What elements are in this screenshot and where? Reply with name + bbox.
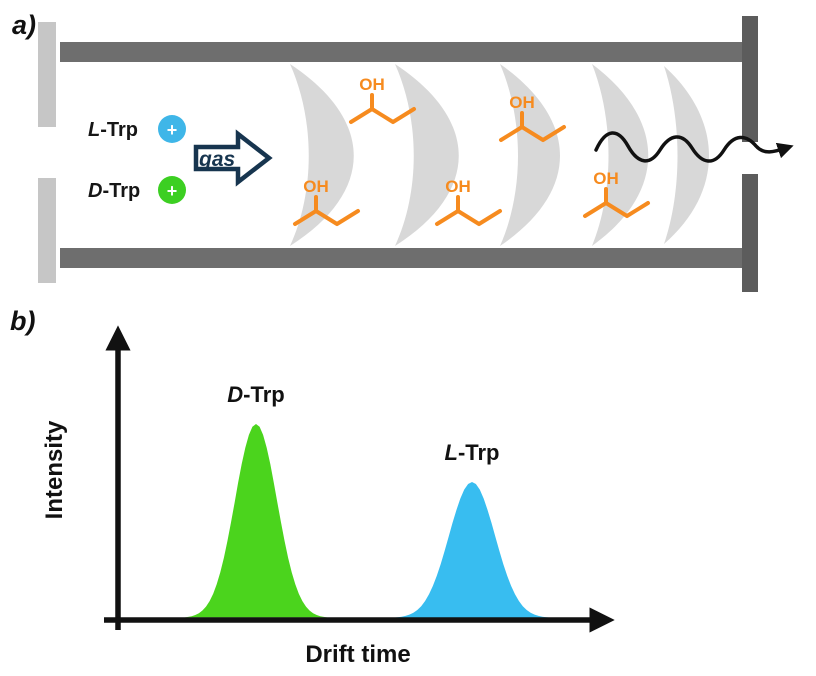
peak-l-trp — [393, 482, 551, 618]
panel-a: a) L-Trp + D-Trp + gas — [12, 10, 794, 292]
l-trp-ion-circle — [158, 115, 186, 143]
drift-ring — [664, 66, 709, 244]
x-axis-label: Drift time — [305, 641, 410, 668]
l-trp-peak-label: L-Trp — [444, 440, 499, 465]
entrance-electrode-bottom — [38, 178, 56, 283]
gas-arrow-shape — [193, 129, 273, 187]
l-trp-label: L-Trp — [88, 119, 138, 141]
drift-rings — [290, 64, 709, 246]
tube-wall-bottom — [60, 248, 742, 268]
ion-l-trp: L-Trp + — [88, 115, 186, 143]
drift-ring — [592, 64, 649, 246]
exit-trajectory-arrow — [594, 131, 794, 163]
butanol-molecule — [435, 175, 502, 226]
d-trp-peak-label: D-Trp — [227, 382, 284, 407]
entrance-electrode-top — [38, 22, 56, 127]
y-axis-label: Intensity — [41, 420, 68, 519]
drift-ring — [500, 64, 560, 246]
plus-charge-icon: + — [167, 181, 178, 201]
d-trp-label: D-Trp — [88, 180, 140, 202]
peak-d-trp — [184, 424, 328, 618]
exit-wall-upper — [742, 16, 758, 142]
gas-label: gas — [198, 148, 235, 171]
exit-wall-lower — [742, 174, 758, 292]
ion-d-trp: D-Trp + — [88, 176, 186, 204]
drift-ring — [290, 64, 354, 246]
panel-a-label: a) — [12, 10, 36, 40]
gas-inlet-arrow: gas — [193, 129, 273, 187]
d-trp-ion-circle — [158, 176, 186, 204]
tube-wall-top — [60, 42, 742, 62]
panel-b-label: b) — [10, 306, 35, 336]
plus-charge-icon: + — [167, 120, 178, 140]
panel-b: b) Intensity Drift time D-Trp L-Trp — [10, 306, 615, 668]
